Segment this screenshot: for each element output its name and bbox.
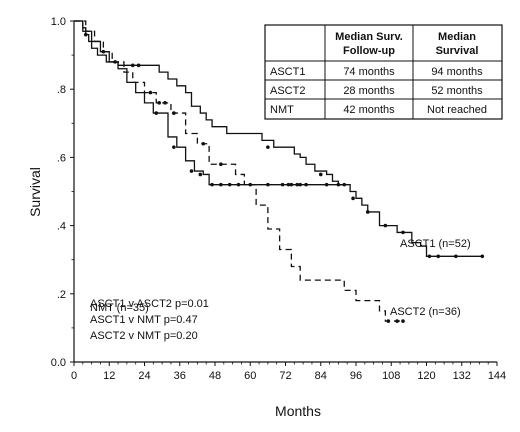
table-header-survival-line1: Median (438, 31, 476, 43)
censor-mark-nmt (189, 169, 194, 173)
y-tick-label: .2 (57, 289, 66, 301)
censor-mark-asct2 (219, 162, 223, 167)
x-tick-label: 96 (350, 370, 362, 382)
pvalue-asct1-nmt: ASCT1 v NMT p=0.47 (90, 314, 198, 326)
x-tick-label: 60 (244, 370, 256, 382)
censor-mark-asct1 (383, 223, 388, 228)
y-tick-label: .6 (57, 152, 66, 164)
series-line-asct1 (74, 20, 483, 257)
censor-mark-asct2 (401, 319, 405, 323)
x-tick-label: 120 (417, 370, 435, 382)
censor-mark-nmt (154, 111, 159, 115)
table-cell-row2-group: NMT (270, 104, 294, 116)
y-axis-label: Survival (27, 167, 43, 217)
censor-mark-nmt (101, 49, 106, 54)
censor-mark-asct1 (401, 230, 405, 235)
censor-mark-nmt (336, 182, 341, 187)
censor-mark-asct1 (83, 32, 88, 37)
censor-mark-asct2 (163, 101, 167, 105)
table-header-survival-line2: Survival (436, 45, 479, 57)
y-tick-label: 1.0 (51, 16, 66, 28)
censor-mark-nmt (298, 182, 302, 187)
censor-mark-asct2 (201, 141, 206, 146)
censor-mark-nmt (304, 182, 308, 187)
table-cell-row1-group: ASCT2 (270, 85, 305, 97)
series-label-asct1: ASCT1 (n=52) (400, 238, 471, 250)
x-tick-label: 12 (103, 370, 115, 382)
y-tick-label: .4 (57, 221, 66, 233)
censor-mark-asct2 (148, 90, 153, 95)
pvalue-asct1-asct2: ASCT1 v ASCT2 p=0.01 (90, 298, 209, 310)
pvalue-asct2-nmt: ASCT2 v NMT p=0.20 (90, 330, 198, 342)
censor-mark-asct2 (386, 319, 391, 323)
censor-mark-nmt (113, 60, 117, 64)
x-tick-label: 48 (209, 370, 221, 382)
table-cell-row1-survival: 52 months (431, 85, 483, 97)
table-frame (264, 24, 503, 120)
censor-layer (83, 32, 485, 323)
censor-mark-nmt (289, 182, 294, 187)
censor-mark-nmt (286, 182, 291, 187)
y-tick-label: 0.0 (51, 357, 66, 369)
censor-mark-nmt (342, 182, 347, 187)
x-tick-label: 24 (138, 370, 150, 382)
censor-mark-asct1 (351, 196, 355, 201)
censor-mark-nmt (236, 182, 241, 187)
censor-mark-asct1 (130, 63, 135, 68)
table-cell-row1-followup: 28 months (343, 85, 395, 97)
series-label-nmt: NMT (n=35) (90, 302, 149, 314)
x-tick-label: 0 (71, 370, 77, 382)
censor-mark-nmt (248, 182, 253, 187)
y-tick-label: .8 (57, 84, 66, 96)
censor-mark-asct1 (427, 254, 432, 259)
censor-mark-nmt (219, 182, 223, 187)
median-table: Median Surv. Follow-up Median Survival A… (264, 24, 503, 120)
censor-mark-nmt (227, 182, 232, 187)
series-label-asct2: ASCT2 (n=36) (390, 306, 461, 318)
censor-mark-asct1 (454, 254, 458, 259)
table-cell-row0-group: ASCT1 (270, 66, 305, 78)
censor-mark-nmt (198, 172, 203, 177)
table-cell-row0-survival: 94 months (431, 66, 483, 78)
censor-mark-asct1 (365, 210, 370, 214)
x-tick-label: 84 (315, 370, 327, 382)
x-tick-label: 132 (453, 370, 471, 382)
x-tick-label: 72 (279, 370, 291, 382)
series-layer (74, 20, 483, 322)
censor-mark-nmt (280, 182, 285, 187)
table-header-followup-line1: Median Surv. (335, 31, 403, 43)
censor-mark-asct1 (318, 172, 323, 177)
x-tick-label: 36 (174, 370, 186, 382)
x-tick-label: 144 (488, 370, 506, 382)
table-header-followup-line2: Follow-up (343, 45, 395, 57)
x-axis-label: Months (275, 403, 321, 419)
x-tick-label: 108 (382, 370, 400, 382)
table-cell-row0-followup: 74 months (343, 66, 395, 78)
axes: 0 12 24 36 48 60 72 84 96 108 120 132 144 0.0 .2 .4 .6 .8… (51, 16, 506, 382)
censor-mark-asct2 (157, 101, 161, 105)
censor-mark-asct2 (172, 111, 176, 115)
censor-mark-asct1 (266, 145, 270, 149)
censor-mark-nmt (295, 182, 300, 187)
censor-mark-nmt (172, 145, 176, 149)
censor-mark-asct1 (480, 254, 485, 259)
censor-mark-nmt (266, 182, 270, 187)
censor-mark-nmt (210, 182, 214, 187)
table-cell-row2-survival: Not reached (427, 104, 487, 116)
censor-mark-nmt (324, 182, 329, 187)
censor-mark-asct1 (136, 63, 141, 68)
censor-mark-asct1 (436, 254, 441, 259)
censor-mark-asct2 (395, 319, 399, 323)
table-cell-row2-followup: 42 months (343, 104, 395, 116)
series-line-nmt (74, 20, 345, 186)
